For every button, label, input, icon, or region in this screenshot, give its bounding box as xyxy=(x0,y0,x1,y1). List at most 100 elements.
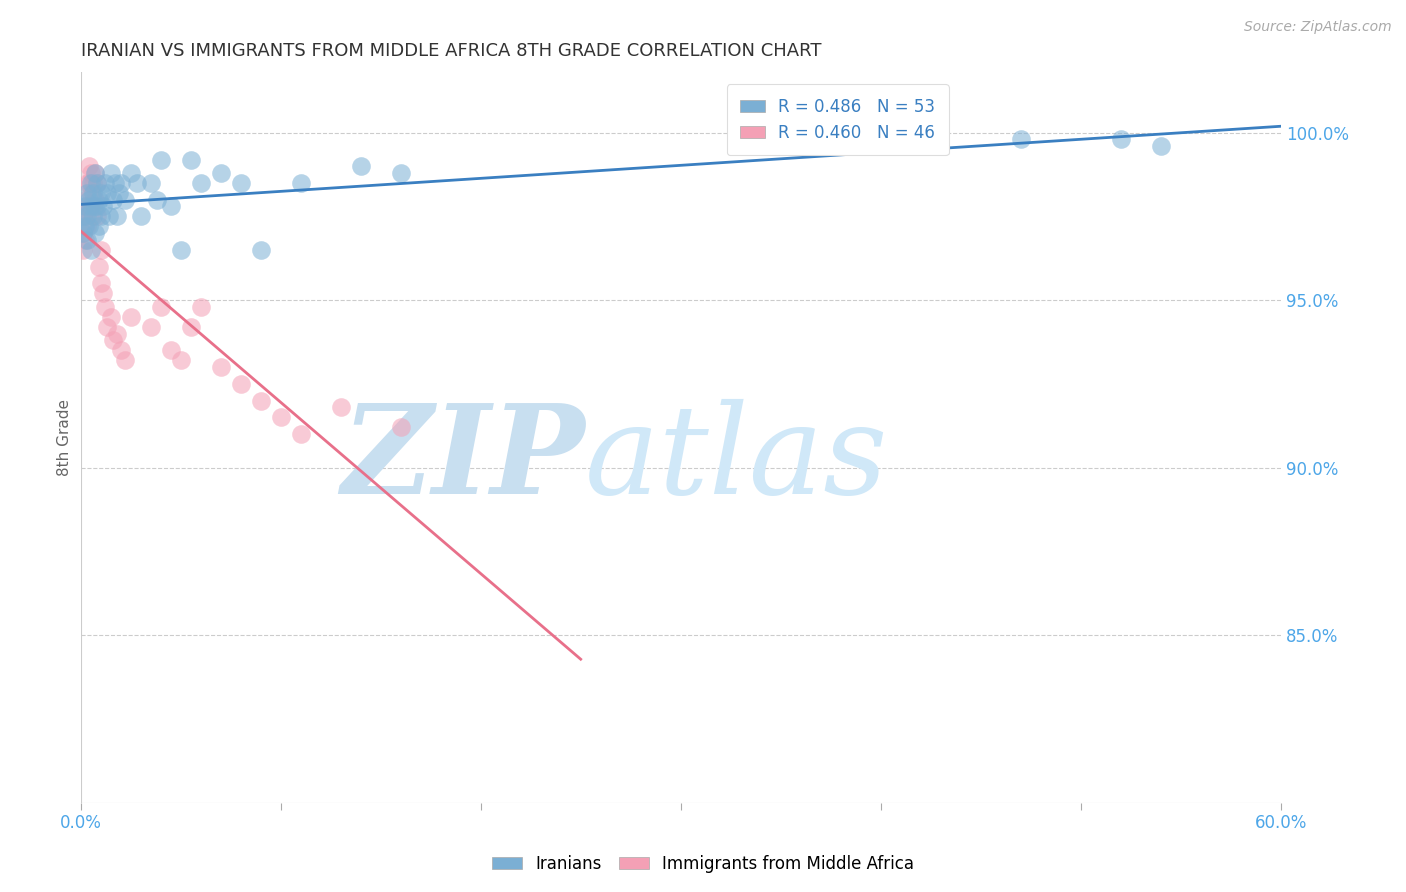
Point xyxy=(93,176,115,190)
Point xyxy=(77,159,100,173)
Point xyxy=(77,199,100,213)
Point xyxy=(249,393,271,408)
Point xyxy=(77,219,100,234)
Point xyxy=(79,166,101,180)
Point xyxy=(105,210,128,224)
Point xyxy=(249,243,271,257)
Point xyxy=(83,199,105,213)
Point xyxy=(107,186,129,200)
Point xyxy=(139,176,162,190)
Point xyxy=(73,199,96,213)
Point xyxy=(76,233,98,247)
Point xyxy=(86,176,108,190)
Point xyxy=(180,153,202,167)
Point xyxy=(73,233,96,247)
Point xyxy=(101,193,124,207)
Point xyxy=(72,226,94,240)
Point xyxy=(120,310,142,324)
Point xyxy=(105,326,128,341)
Point xyxy=(114,353,136,368)
Point xyxy=(103,176,125,190)
Point xyxy=(83,166,105,180)
Point xyxy=(76,186,98,200)
Point xyxy=(169,353,191,368)
Point xyxy=(149,153,172,167)
Point xyxy=(229,176,252,190)
Point xyxy=(1010,132,1032,146)
Point xyxy=(89,277,111,291)
Point xyxy=(96,186,118,200)
Point xyxy=(209,360,232,375)
Point xyxy=(76,199,98,213)
Point xyxy=(169,243,191,257)
Point xyxy=(93,300,115,314)
Point xyxy=(76,219,98,234)
Point xyxy=(83,226,105,240)
Point xyxy=(89,210,111,224)
Point xyxy=(79,176,101,190)
Point xyxy=(149,300,172,314)
Point xyxy=(125,176,148,190)
Point xyxy=(110,176,132,190)
Point xyxy=(100,166,122,180)
Point xyxy=(73,193,96,207)
Point xyxy=(79,210,101,224)
Point xyxy=(100,310,122,324)
Legend: Iranians, Immigrants from Middle Africa: Iranians, Immigrants from Middle Africa xyxy=(485,848,921,880)
Point xyxy=(290,427,312,442)
Point xyxy=(139,320,162,334)
Point xyxy=(72,210,94,224)
Point xyxy=(83,166,105,180)
Point xyxy=(77,176,100,190)
Legend: R = 0.486   N = 53, R = 0.460   N = 46: R = 0.486 N = 53, R = 0.460 N = 46 xyxy=(727,85,949,155)
Point xyxy=(76,176,98,190)
Text: ZIP: ZIP xyxy=(340,399,585,520)
Point xyxy=(129,210,152,224)
Point xyxy=(159,199,181,213)
Point xyxy=(145,193,167,207)
Point xyxy=(76,210,98,224)
Point xyxy=(87,260,110,274)
Y-axis label: 8th Grade: 8th Grade xyxy=(58,399,72,476)
Point xyxy=(72,210,94,224)
Point xyxy=(79,243,101,257)
Point xyxy=(89,186,111,200)
Point xyxy=(389,166,412,180)
Point xyxy=(180,320,202,334)
Point xyxy=(91,286,114,301)
Point xyxy=(73,210,96,224)
Point xyxy=(77,193,100,207)
Point xyxy=(101,334,124,348)
Point xyxy=(87,193,110,207)
Point xyxy=(86,176,108,190)
Point xyxy=(73,219,96,234)
Point xyxy=(270,410,292,425)
Point xyxy=(110,343,132,358)
Point xyxy=(1150,139,1173,153)
Point xyxy=(83,193,105,207)
Point xyxy=(96,320,118,334)
Point xyxy=(82,176,104,190)
Point xyxy=(82,186,104,200)
Point xyxy=(72,226,94,240)
Point xyxy=(120,166,142,180)
Point xyxy=(329,401,352,415)
Point xyxy=(389,420,412,434)
Point xyxy=(79,199,101,213)
Point xyxy=(79,186,101,200)
Point xyxy=(97,210,120,224)
Point xyxy=(82,199,104,213)
Point xyxy=(349,159,371,173)
Text: atlas: atlas xyxy=(585,399,889,520)
Point xyxy=(190,176,212,190)
Text: Source: ZipAtlas.com: Source: ZipAtlas.com xyxy=(1244,20,1392,34)
Point xyxy=(72,243,94,257)
Point xyxy=(159,343,181,358)
Point xyxy=(87,219,110,234)
Point xyxy=(89,243,111,257)
Text: IRANIAN VS IMMIGRANTS FROM MIDDLE AFRICA 8TH GRADE CORRELATION CHART: IRANIAN VS IMMIGRANTS FROM MIDDLE AFRICA… xyxy=(80,42,821,60)
Point xyxy=(290,176,312,190)
Point xyxy=(82,210,104,224)
Point xyxy=(1109,132,1132,146)
Point xyxy=(91,199,114,213)
